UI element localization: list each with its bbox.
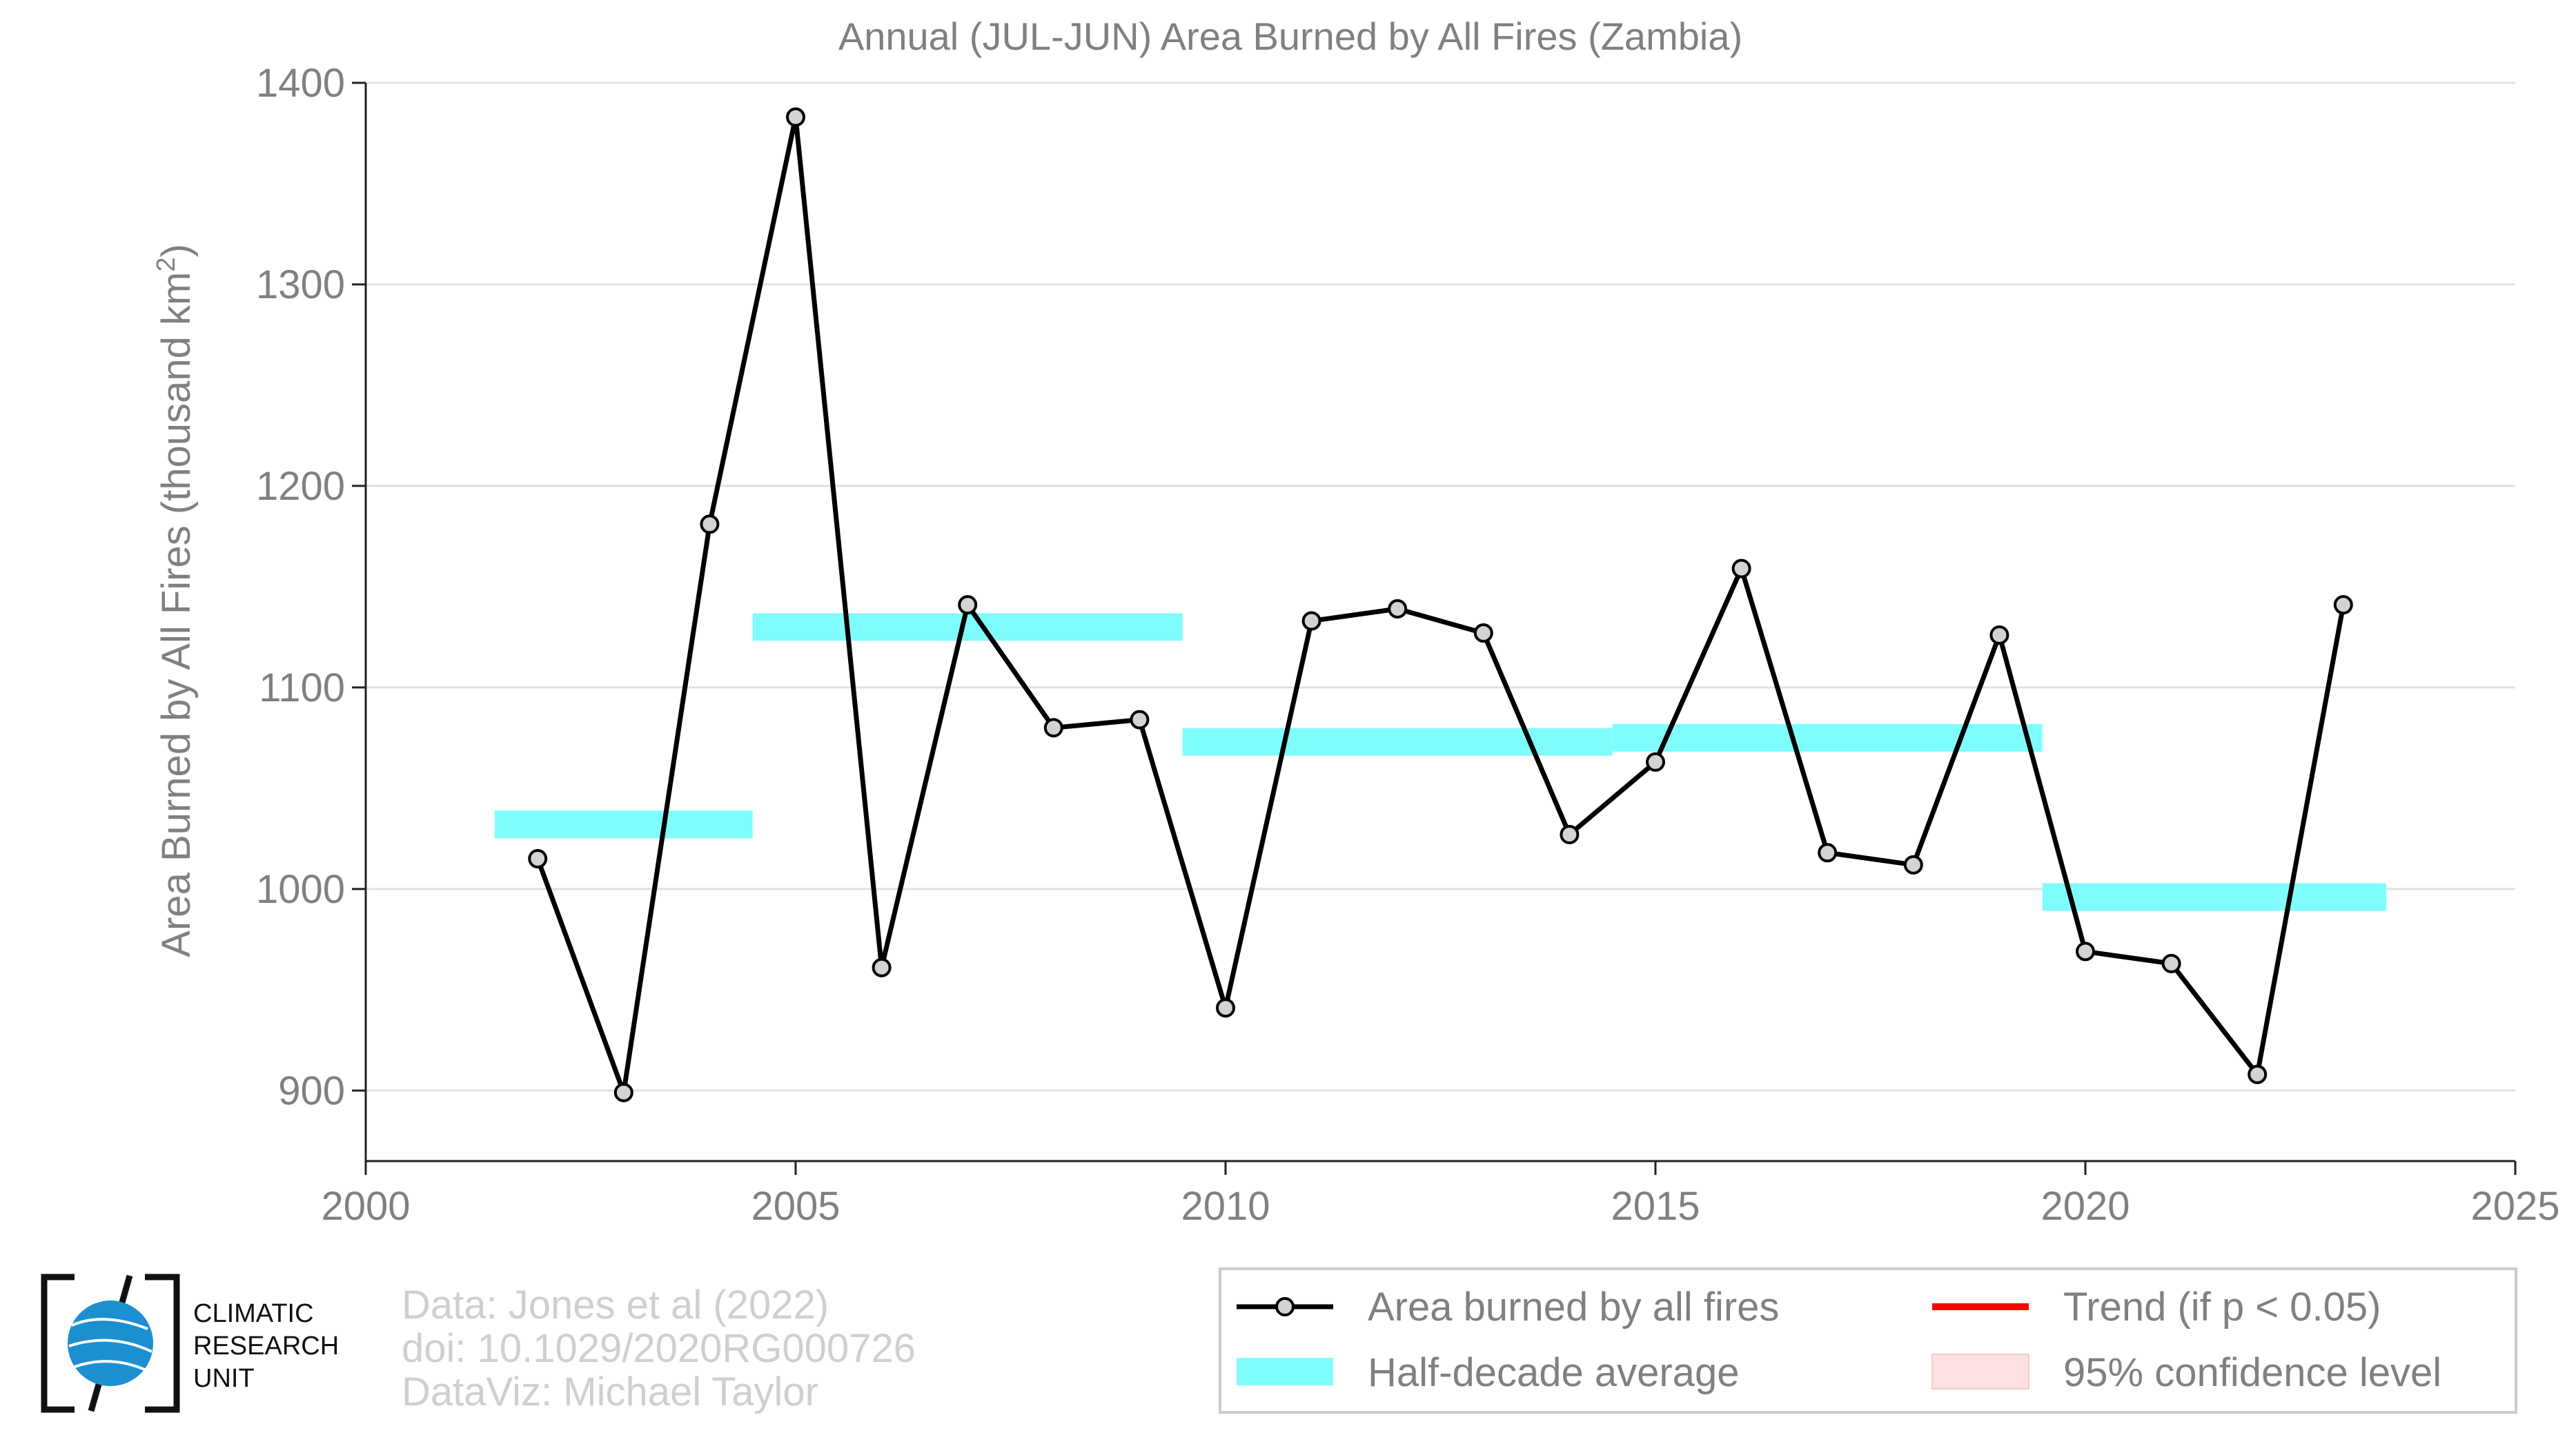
data-point-2009 (1130, 710, 1150, 730)
half-decade-bar-2 (752, 613, 1183, 641)
legend-box (1219, 1267, 2517, 1414)
data-point-2007 (958, 595, 978, 615)
data-point-2004 (700, 514, 720, 534)
legend-marker-area-burned (1275, 1297, 1295, 1316)
globe-swirl-2 (68, 1338, 153, 1353)
y-axis-label-text: Area Burned by All Fires (thousand km (154, 272, 199, 957)
legend-label-trend: Trend (if p < 0.05) (2063, 1285, 2381, 1330)
half-decade-bar-5 (2042, 883, 2387, 911)
data-point-2020 (2076, 942, 2095, 962)
y-tick-label-1200: 1200 (256, 464, 345, 509)
chart-title: Annual (JUL-JUN) Area Burned by All Fire… (838, 14, 1742, 58)
x-tick-label-2005: 2005 (751, 1184, 840, 1229)
half-decade-bar-4 (1612, 723, 2043, 752)
legend-swatch-half-decade (1237, 1358, 1333, 1385)
y-axis-label-superscript: 2 (152, 257, 181, 272)
y-tick-label-1000: 1000 (256, 867, 345, 912)
data-point-2022 (2248, 1064, 2268, 1084)
y-tick-label-900: 900 (278, 1069, 345, 1113)
half-decade-bar-1 (494, 810, 753, 839)
data-point-2014 (1560, 825, 1580, 845)
data-point-2010 (1216, 998, 1235, 1018)
data-point-2012 (1388, 599, 1408, 619)
y-tick-label-1100: 1100 (259, 665, 345, 710)
logo-text-line1: CLIMATIC (193, 1299, 314, 1328)
half-decade-bar-3 (1182, 728, 1613, 756)
data-point-2005 (786, 107, 805, 127)
logo-text-line3: UNIT (193, 1364, 255, 1393)
logo-bracket-right (145, 1274, 180, 1413)
y-axis-label: Area Burned by All Fires (thousand km2) (152, 244, 199, 957)
data-point-2008 (1043, 718, 1063, 738)
logo-text-line2: RESEARCH (193, 1332, 339, 1361)
legend-label-confidence: 95% confidence level (2063, 1350, 2441, 1395)
logo-bracket-left (41, 1274, 75, 1413)
globe-swirl-3 (74, 1360, 147, 1372)
data-point-2016 (1731, 558, 1751, 578)
y-axis-label-close: ) (154, 244, 199, 257)
x-tick-label-2015: 2015 (1611, 1184, 1700, 1229)
data-point-2013 (1473, 623, 1493, 643)
series-line-1 (535, 115, 2346, 1095)
data-point-2003 (613, 1082, 633, 1102)
credit-dataviz: DataViz: Michael Taylor (402, 1370, 818, 1414)
credit-data: Data: Jones et al (2022) (402, 1283, 829, 1327)
data-point-2002 (528, 849, 548, 869)
data-point-2018 (1903, 855, 1923, 875)
half-decade-average-bars (494, 613, 2387, 911)
data-point-2011 (1301, 611, 1321, 631)
credit-doi: doi: 10.1029/2020RG000726 (402, 1326, 916, 1371)
globe-swirl-1 (71, 1318, 148, 1330)
x-tick-label-2020: 2020 (2041, 1184, 2130, 1229)
y-tick-label-1400: 1400 (256, 61, 345, 106)
x-tick-label-2010: 2010 (1181, 1184, 1270, 1229)
legend-label-half-decade: Half-decade average (1368, 1350, 1739, 1395)
series-area-burned (528, 107, 2353, 1102)
legend: Area burned by all fires Trend (if p < 0… (1219, 1267, 2517, 1414)
legend-swatch-confidence (1931, 1354, 2029, 1390)
data-point-2019 (1989, 625, 2009, 645)
data-point-2017 (1818, 843, 1838, 863)
y-tick-label-1300: 1300 (256, 262, 345, 307)
x-tick-label-2025: 2025 (2470, 1184, 2559, 1229)
x-tick-label-2000: 2000 (321, 1184, 410, 1229)
axes: 900 1000 1100 1200 1300 1400 2000 2005 2010 2015 2… (256, 61, 2560, 1229)
data-point-2015 (1646, 752, 1665, 772)
data-point-2021 (2161, 953, 2181, 973)
gridlines (366, 81, 2515, 1092)
legend-label-area-burned: Area burned by all fires (1368, 1285, 1779, 1330)
cru-logo: CLIMATIC RESEARCH UNIT (41, 1274, 339, 1413)
data-point-2023 (2333, 595, 2353, 615)
data-point-2006 (872, 957, 892, 977)
